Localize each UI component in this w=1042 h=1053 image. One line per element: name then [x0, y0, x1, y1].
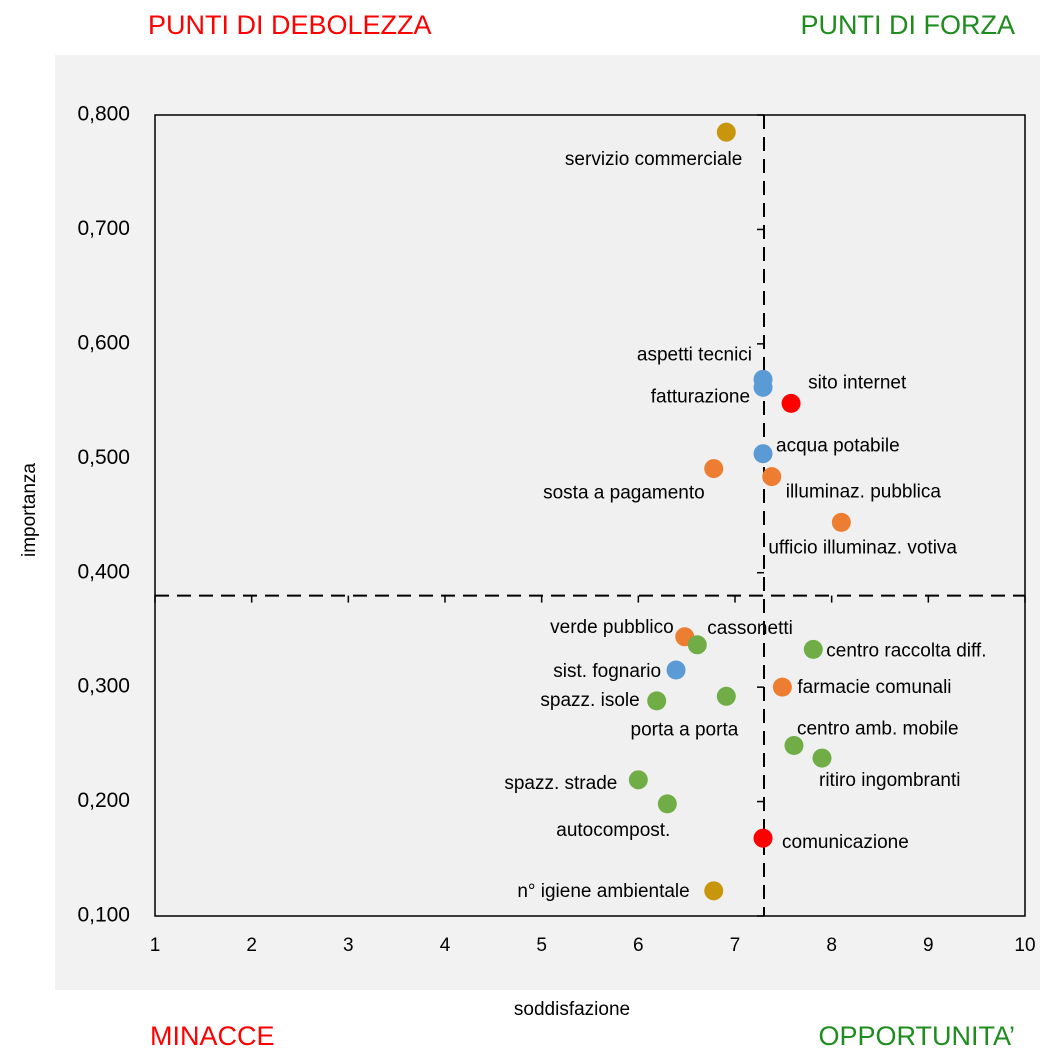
x-tick-label: 1 [150, 935, 161, 956]
point-label: spazz. isole [540, 690, 639, 711]
y-tick-label: 0,200 [77, 789, 130, 812]
y-tick-label: 0,400 [77, 560, 130, 583]
point-label: centro amb. mobile [797, 719, 959, 740]
point-label: servizio commerciale [565, 149, 742, 170]
point [784, 736, 804, 756]
point-label: sito internet [808, 372, 907, 393]
quadrant-label: OPPORTUNITA’ [818, 1021, 1015, 1051]
point-label: spazz. strade [504, 773, 617, 794]
point [687, 635, 707, 655]
point-label: farmacie comunali [797, 677, 951, 698]
x-tick-label: 5 [536, 935, 547, 956]
y-tick-label: 0,100 [77, 904, 130, 927]
point [716, 686, 736, 706]
point [831, 512, 851, 532]
point-label: centro raccolta diff. [826, 640, 986, 661]
y-tick-label: 0,300 [77, 675, 130, 698]
point [772, 677, 792, 697]
point [753, 377, 773, 397]
point [803, 639, 823, 659]
x-tick-label: 8 [826, 935, 837, 956]
x-tick-label: 4 [440, 935, 451, 956]
x-tick-label: 7 [730, 935, 741, 956]
y-tick-label: 0,800 [77, 103, 130, 126]
point [704, 459, 724, 479]
y-tick-label: 0,700 [77, 217, 130, 240]
point [753, 828, 773, 848]
x-tick-label: 3 [343, 935, 354, 956]
point [647, 691, 667, 711]
point-label: porta a porta [631, 719, 739, 740]
point [762, 467, 782, 487]
point [753, 444, 773, 464]
x-tick-label: 2 [246, 935, 257, 956]
y-axis-title: importanza [19, 463, 40, 557]
point-label: fatturazione [651, 386, 750, 407]
quadrant-label: PUNTI DI FORZA [801, 10, 1016, 40]
quadrant-label: PUNTI DI DEBOLEZZA [148, 10, 432, 40]
x-tick-label: 9 [923, 935, 934, 956]
y-tick-label: 0,600 [77, 331, 130, 354]
point-label: aspetti tecnici [637, 344, 752, 365]
point-label: n° igiene ambientale [517, 881, 689, 902]
point-label: illuminaz. pubblica [786, 482, 942, 503]
point-label: ufficio illuminaz. votiva [768, 537, 957, 558]
point [657, 794, 677, 814]
y-tick-label: 0,500 [77, 446, 130, 469]
point-label: cassonetti [707, 618, 793, 639]
point [781, 393, 801, 413]
point-label: ritiro ingombranti [819, 770, 961, 791]
point [812, 748, 832, 768]
point-label: verde pubblico [550, 617, 674, 638]
plot-area [154, 114, 1026, 917]
point-label: sosta a pagamento [543, 483, 705, 504]
point [666, 660, 686, 680]
point-label: acqua potabile [776, 436, 900, 457]
point [628, 770, 648, 790]
point [704, 881, 724, 901]
point-label: comunicazione [782, 832, 909, 853]
point-label: autocompost. [556, 820, 670, 841]
quadrant-label: MINACCE [150, 1021, 275, 1051]
x-tick-label: 6 [633, 935, 644, 956]
x-tick-label: 10 [1014, 935, 1035, 956]
x-axis-title: soddisfazione [514, 999, 630, 1020]
point-label: sist. fognario [553, 661, 661, 682]
point [716, 122, 736, 142]
